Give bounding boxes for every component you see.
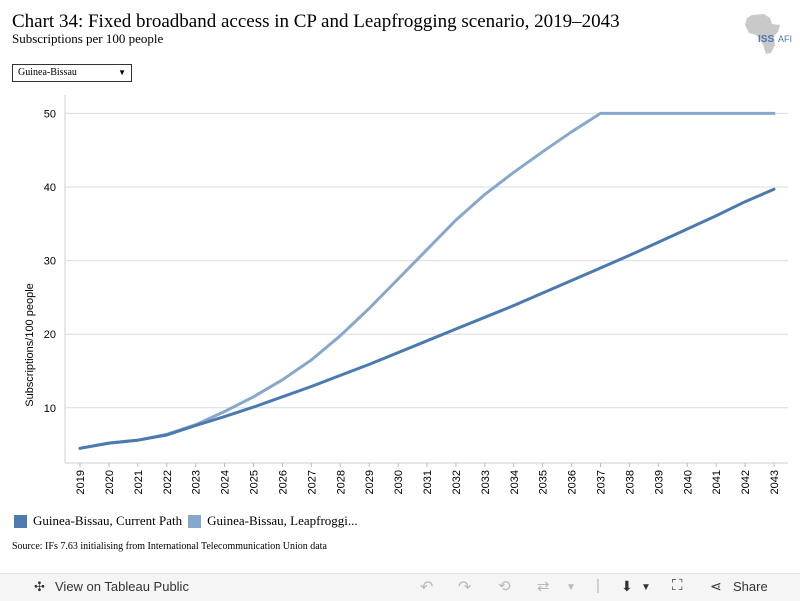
x-tick-label: 2026 bbox=[277, 470, 289, 494]
x-tick-label: 2021 bbox=[133, 470, 145, 494]
view-on-tableau-link[interactable]: View on Tableau Public bbox=[55, 579, 189, 594]
x-tick-label: 2019 bbox=[75, 470, 87, 494]
x-tick-label: 2033 bbox=[480, 470, 492, 494]
x-tick-label: 2036 bbox=[567, 470, 579, 494]
x-tick-label: 2042 bbox=[740, 470, 752, 494]
legend: Guinea-Bissau, Current Path Guinea-Bissa… bbox=[14, 513, 358, 529]
y-axis: 10 20 30 40 50 bbox=[44, 95, 66, 463]
tableau-toolbar: ✣ View on Tableau Public ↶ ↷ ⟲ ⇄ ▼ | ⬇ ▼… bbox=[0, 573, 800, 601]
y-tick-label: 20 bbox=[44, 329, 56, 341]
toolbar-divider: | bbox=[596, 577, 600, 594]
share-button[interactable]: Share bbox=[733, 579, 768, 594]
chart-subtitle: Subscriptions per 100 people bbox=[12, 31, 164, 46]
dropdown-arrow-icon: ▼ bbox=[118, 68, 126, 77]
revert-icon[interactable]: ⟲ bbox=[498, 578, 511, 595]
y-tick-label: 50 bbox=[44, 108, 56, 120]
x-axis: 2019 2020 2021 2022 2023 2024 2025 2026 2027 2028… bbox=[65, 462, 788, 494]
refresh-icon[interactable]: ⇄ bbox=[537, 578, 550, 595]
x-tick-label: 2028 bbox=[335, 470, 347, 494]
gridlines bbox=[65, 112, 788, 409]
x-tick-label: 2020 bbox=[104, 470, 116, 494]
chart-title: Chart 34: Fixed broadband access in CP a… bbox=[12, 11, 620, 32]
y-tick-label: 10 bbox=[44, 403, 56, 415]
x-tick-label: 2032 bbox=[451, 470, 463, 494]
x-tick-label: 2030 bbox=[393, 470, 405, 494]
refresh-dropdown-icon[interactable]: ▼ bbox=[566, 582, 576, 593]
legend-swatch-current-path bbox=[14, 514, 27, 528]
legend-swatch-leapfrogging bbox=[188, 514, 202, 528]
legend-label-leapfrogging: Guinea-Bissau, Leapfroggi... bbox=[207, 513, 358, 528]
tableau-logo-icon: ✣ bbox=[34, 579, 45, 594]
x-tick-label: 2039 bbox=[653, 470, 665, 494]
iss-africa-logo: ISS AFI bbox=[745, 14, 792, 54]
legend-label-current-path: Guinea-Bissau, Current Path bbox=[33, 513, 183, 528]
logo-afi-text: AFI bbox=[778, 34, 792, 44]
y-tick-label: 30 bbox=[44, 256, 56, 268]
series-lines bbox=[78, 111, 776, 450]
country-select[interactable]: Guinea-Bissau ▼ bbox=[12, 64, 132, 82]
x-tick-label: 2037 bbox=[596, 470, 608, 494]
x-tick-label: 2025 bbox=[249, 470, 261, 494]
x-tick-label: 2024 bbox=[220, 470, 232, 494]
y-axis-label: Subscriptions/100 people bbox=[24, 283, 36, 407]
x-tick-label: 2029 bbox=[364, 470, 376, 494]
series-line-current-path[interactable] bbox=[78, 187, 776, 450]
country-select-value: Guinea-Bissau bbox=[18, 67, 77, 78]
x-tick-label: 2034 bbox=[509, 470, 521, 494]
x-tick-label: 2040 bbox=[682, 470, 694, 494]
undo-icon[interactable]: ↶ bbox=[420, 579, 434, 596]
x-tick-label: 2041 bbox=[711, 470, 723, 494]
fullscreen-icon[interactable]: ⛶ bbox=[672, 577, 683, 594]
x-tick-label: 2023 bbox=[191, 470, 203, 494]
logo-iss-text: ISS bbox=[758, 34, 774, 45]
share-icon[interactable]: ⋖ bbox=[710, 578, 722, 594]
series-line-leapfrogging[interactable] bbox=[78, 111, 776, 450]
download-dropdown-icon[interactable]: ▼ bbox=[641, 582, 651, 593]
x-tick-label: 2043 bbox=[769, 470, 781, 494]
download-icon[interactable]: ⬇ bbox=[621, 578, 633, 594]
x-tick-label: 2027 bbox=[306, 470, 318, 494]
x-tick-label: 2038 bbox=[624, 470, 636, 494]
source-note: Source: IFs 7.63 initialising from Inter… bbox=[12, 541, 327, 552]
legend-item-current-path[interactable]: Guinea-Bissau, Current Path bbox=[14, 513, 182, 529]
y-tick-label: 40 bbox=[44, 182, 56, 194]
x-tick-label: 2035 bbox=[538, 470, 550, 494]
redo-icon[interactable]: ↷ bbox=[458, 579, 472, 596]
legend-item-leapfrogging[interactable]: Guinea-Bissau, Leapfroggi... bbox=[188, 513, 358, 529]
x-tick-label: 2022 bbox=[162, 470, 174, 494]
x-tick-label: 2031 bbox=[422, 470, 434, 494]
